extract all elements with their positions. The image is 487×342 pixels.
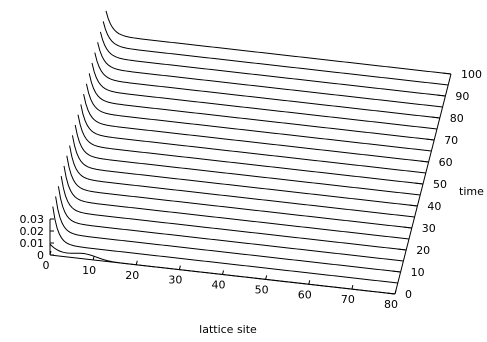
- x-tick: [265, 275, 268, 280]
- trace-line: [69, 145, 415, 218]
- x-tick: [135, 260, 138, 265]
- x-tick-label: 20: [125, 269, 139, 282]
- time-tick-label: 80: [450, 112, 464, 125]
- traces: [49, 10, 452, 295]
- time-tick: [391, 270, 401, 273]
- x-tick-label: 80: [384, 298, 398, 311]
- time-tick: [436, 94, 446, 97]
- time-tick: [397, 248, 407, 251]
- x-tick-label: 0: [43, 259, 50, 272]
- trace-line: [85, 83, 432, 152]
- time-tick: [386, 292, 396, 295]
- trace-line: [55, 196, 401, 273]
- x-tick: [394, 289, 397, 295]
- x-tick-label: 30: [168, 274, 182, 287]
- time-tick-label: 90: [455, 90, 469, 103]
- trace-line: [74, 124, 421, 196]
- x-tick: [178, 265, 181, 270]
- trace-line: [105, 10, 452, 75]
- ticks: 0 10 20 30 40 50 60 70 80 0 10 20 30 40 50 60 70 80 90 100 0…: [20, 68, 483, 311]
- y-tick-label: 0.02: [20, 225, 45, 238]
- trace-line: [63, 165, 410, 240]
- time-tick: [403, 226, 412, 229]
- trace-line: [71, 135, 418, 207]
- trace-line: [94, 52, 440, 119]
- time-tick-label: 20: [416, 244, 430, 257]
- time-tick-label: 60: [439, 156, 453, 169]
- time-tick: [431, 116, 440, 119]
- x-tick-label: 50: [255, 283, 269, 296]
- trace-line: [91, 62, 438, 130]
- time-tick-label: 50: [433, 178, 447, 191]
- trace-line: [52, 206, 398, 284]
- x-tick: [351, 285, 354, 290]
- time-tick: [408, 204, 418, 207]
- y-tick-label: 0.03: [20, 213, 45, 226]
- trace-line: [83, 94, 429, 163]
- time-tick: [414, 182, 424, 185]
- trace-line: [88, 73, 435, 141]
- trace-line: [66, 155, 412, 229]
- trace-line: [99, 31, 446, 97]
- trace-line: [77, 114, 424, 185]
- x-tick: [222, 270, 224, 275]
- y-tick-label: 0.01: [20, 237, 45, 250]
- trace-line: [97, 42, 443, 108]
- x-tick: [92, 255, 95, 260]
- x-tick-label: 40: [212, 279, 226, 292]
- x-axis-label: lattice site: [199, 323, 257, 336]
- y-tick-label: 0: [37, 249, 44, 262]
- x-tick: [308, 280, 311, 285]
- time-tick: [425, 138, 435, 141]
- x-tick-label: 60: [298, 288, 312, 301]
- time-tick-label: 70: [444, 134, 458, 147]
- time-tick-label: 10: [411, 266, 425, 279]
- trace-line: [80, 104, 426, 174]
- x-tick-label: 70: [341, 293, 355, 306]
- x-tick-label: 10: [82, 264, 96, 277]
- trace-line: [57, 186, 404, 262]
- time-tick-label: 40: [427, 200, 441, 213]
- time-tick: [442, 72, 452, 75]
- time-tick-label: 0: [405, 288, 412, 301]
- time-tick: [419, 160, 429, 163]
- trace-line: [102, 21, 449, 86]
- time-tick-label: 100: [461, 68, 482, 81]
- x-tick: [49, 250, 52, 256]
- time-tick-label: 30: [422, 222, 436, 235]
- time-axis-label: time: [459, 185, 484, 198]
- trace-line: [60, 176, 407, 251]
